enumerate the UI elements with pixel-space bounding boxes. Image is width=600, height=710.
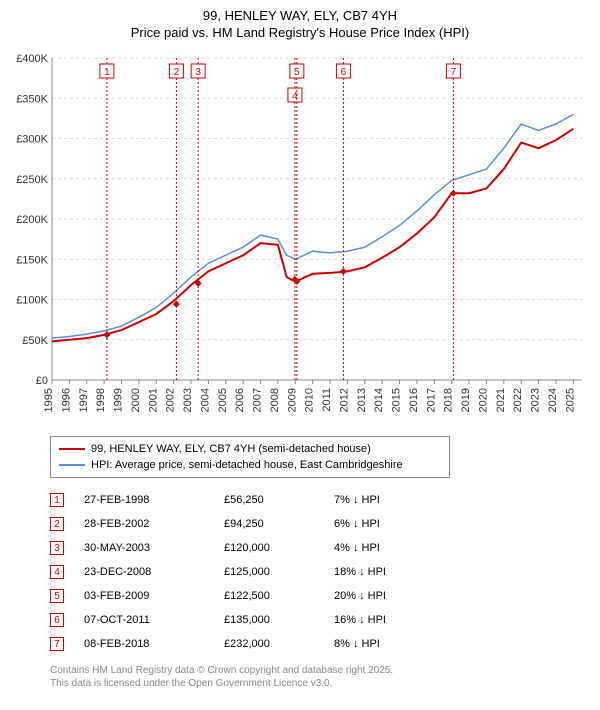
sale-marker-number: 5 [50,589,64,603]
sale-price: £94,250 [224,518,334,530]
svg-text:2016: 2016 [408,388,420,412]
svg-text:6: 6 [341,67,347,78]
sale-delta: 4% ↓ HPI [334,542,444,554]
legend-swatch [59,448,85,450]
svg-text:£150K: £150K [16,254,48,266]
sale-delta: 20% ↓ HPI [334,590,444,602]
svg-text:1999: 1999 [113,388,125,412]
sale-price: £232,000 [224,638,334,650]
svg-text:2001: 2001 [147,388,159,412]
svg-text:3: 3 [195,67,201,78]
sale-marker-number: 3 [50,541,64,555]
svg-text:4: 4 [292,91,298,102]
sale-delta: 8% ↓ HPI [334,638,444,650]
svg-text:7: 7 [451,67,457,78]
sale-date: 03-FEB-2009 [84,590,224,602]
legend-swatch [59,464,85,466]
title-line1: 99, HENLEY WAY, ELY, CB7 4YH [10,8,590,23]
sale-delta: 6% ↓ HPI [334,518,444,530]
svg-text:2005: 2005 [217,388,229,412]
svg-text:£100K: £100K [16,295,48,307]
sale-delta: 7% ↓ HPI [334,494,444,506]
sale-row: 5 03-FEB-2009£122,50020% ↓ HPI [50,584,590,608]
svg-text:2002: 2002 [165,388,177,412]
sale-price: £135,000 [224,614,334,626]
sale-price: £122,500 [224,590,334,602]
sale-row: 6 07-OCT-2011£135,00016% ↓ HPI [50,608,590,632]
legend: 99, HENLEY WAY, ELY, CB7 4YH (semi-detac… [50,436,450,478]
svg-text:1996: 1996 [60,388,72,412]
sale-delta: 18% ↓ HPI [334,566,444,578]
footer-line2: This data is licensed under the Open Gov… [50,677,590,690]
sales-table: 127-FEB-1998£56,2507% ↓ HPI228-FEB-2002£… [50,488,590,656]
svg-text:2012: 2012 [338,388,350,412]
svg-text:1995: 1995 [43,388,55,412]
svg-text:2008: 2008 [269,388,281,412]
sale-date: 23-DEC-2008 [84,566,224,578]
price-chart: £0 £50K £100K £150K £200K £250K £300K £350K £400… [10,48,590,428]
sale-price: £56,250 [224,494,334,506]
sale-marker-number: 7 [50,637,64,651]
svg-text:2013: 2013 [356,388,368,412]
footer: Contains HM Land Registry data © Crown c… [50,664,590,690]
svg-text:2009: 2009 [286,388,298,412]
svg-text:2014: 2014 [373,388,385,412]
sale-date: 07-OCT-2011 [84,614,224,626]
sale-date: 08-FEB-2018 [84,638,224,650]
sale-marker-number: 2 [50,517,64,531]
svg-text:£300K: £300K [16,134,48,146]
sale-price: £120,000 [224,542,334,554]
legend-item: 99, HENLEY WAY, ELY, CB7 4YH (semi-detac… [59,441,441,457]
svg-text:2004: 2004 [199,388,211,412]
svg-text:2025: 2025 [564,388,576,412]
svg-text:2018: 2018 [443,388,455,412]
svg-text:2021: 2021 [495,388,507,412]
svg-text:1: 1 [104,67,110,78]
sale-row: 7 08-FEB-2018£232,0008% ↓ HPI [50,632,590,656]
svg-text:2015: 2015 [391,388,403,412]
sale-row: 1 27-FEB-1998£56,2507% ↓ HPI [50,488,590,512]
sale-row: 2 28-FEB-2002£94,2506% ↓ HPI [50,512,590,536]
sale-marker-number: 6 [50,613,64,627]
sale-price: £125,000 [224,566,334,578]
svg-text:2022: 2022 [512,388,524,412]
svg-text:2011: 2011 [321,388,333,412]
svg-text:2020: 2020 [477,388,489,412]
legend-label: HPI: Average price, semi-detached house,… [91,459,403,471]
svg-text:1997: 1997 [78,388,90,412]
svg-text:2007: 2007 [252,388,264,412]
svg-text:£400K: £400K [16,53,48,65]
svg-text:2010: 2010 [304,388,316,412]
page: 99, HENLEY WAY, ELY, CB7 4YH Price paid … [0,0,600,698]
svg-text:1998: 1998 [95,388,107,412]
sale-delta: 16% ↓ HPI [334,614,444,626]
svg-text:2000: 2000 [130,388,142,412]
sale-date: 28-FEB-2002 [84,518,224,530]
legend-label: 99, HENLEY WAY, ELY, CB7 4YH (semi-detac… [91,443,371,455]
sale-row: 4 23-DEC-2008£125,00018% ↓ HPI [50,560,590,584]
svg-text:£250K: £250K [16,174,48,186]
svg-text:2024: 2024 [547,388,559,412]
footer-line1: Contains HM Land Registry data © Crown c… [50,664,590,677]
svg-text:5: 5 [294,67,300,78]
svg-text:£50K: £50K [22,335,48,347]
svg-text:£0: £0 [36,375,48,387]
sale-date: 30-MAY-2003 [84,542,224,554]
svg-text:2: 2 [174,67,180,78]
svg-text:2003: 2003 [182,388,194,412]
svg-text:2017: 2017 [425,388,437,412]
svg-text:£200K: £200K [16,214,48,226]
svg-text:2023: 2023 [530,388,542,412]
svg-text:£350K: £350K [16,93,48,105]
sale-marker-number: 4 [50,565,64,579]
sale-date: 27-FEB-1998 [84,494,224,506]
sale-marker-number: 1 [50,493,64,507]
svg-text:2019: 2019 [460,388,472,412]
sale-row: 3 30-MAY-2003£120,0004% ↓ HPI [50,536,590,560]
title-line2: Price paid vs. HM Land Registry's House … [10,25,590,40]
legend-item: HPI: Average price, semi-detached house,… [59,457,441,473]
svg-text:2006: 2006 [234,388,246,412]
